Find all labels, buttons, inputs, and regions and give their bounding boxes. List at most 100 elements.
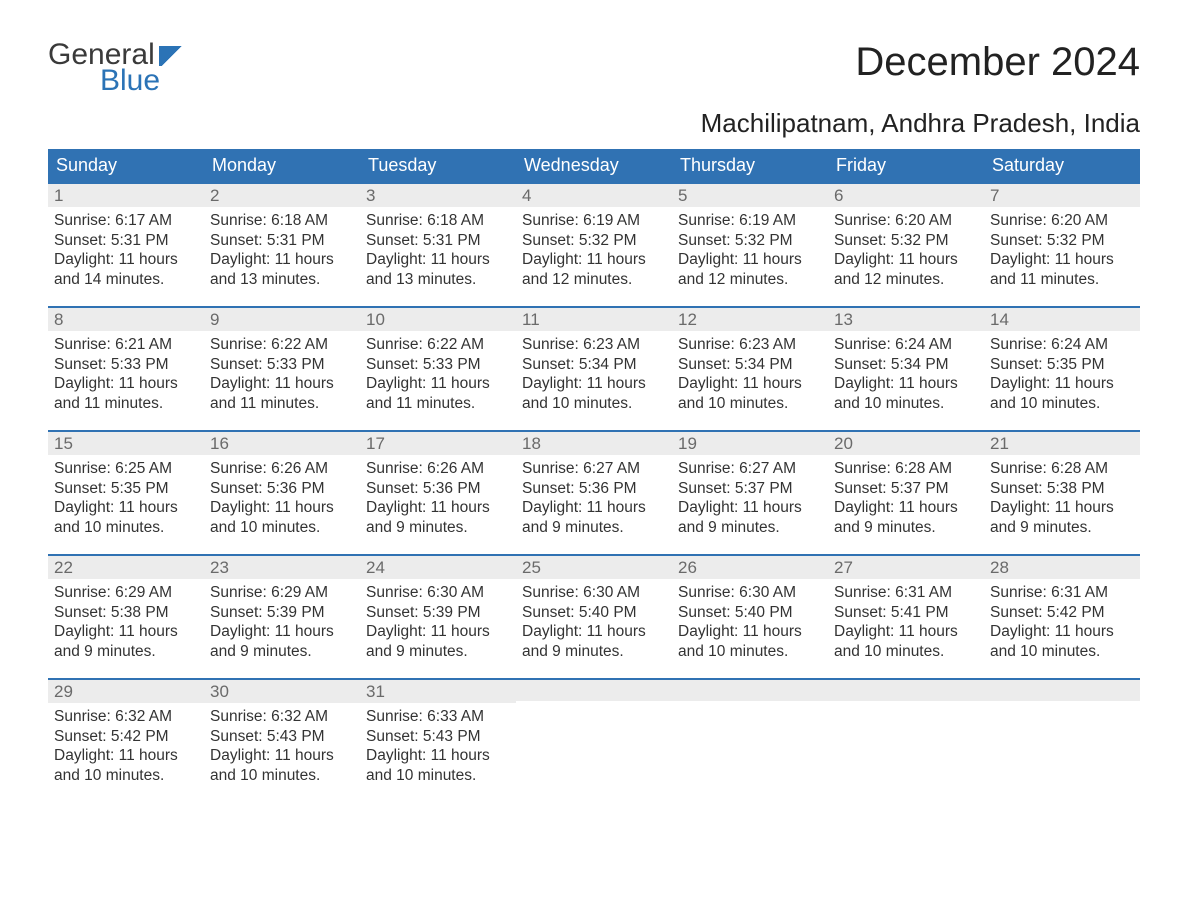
sunrise-line: Sunrise: 6:32 AM	[210, 707, 354, 726]
daylight-line: Daylight: 11 hours and 10 minutes.	[522, 374, 666, 413]
daylight-line: Daylight: 11 hours and 10 minutes.	[54, 746, 198, 785]
daylight-line: Daylight: 11 hours and 11 minutes.	[990, 250, 1134, 289]
day-cell: 22Sunrise: 6:29 AMSunset: 5:38 PMDayligh…	[48, 556, 204, 678]
sunset-line: Sunset: 5:37 PM	[678, 479, 822, 498]
daylight-line: Daylight: 11 hours and 10 minutes.	[678, 374, 822, 413]
day-cell: 29Sunrise: 6:32 AMSunset: 5:42 PMDayligh…	[48, 680, 204, 802]
sunset-line: Sunset: 5:31 PM	[210, 231, 354, 250]
daylight-line: Daylight: 11 hours and 10 minutes.	[210, 498, 354, 537]
sunset-line: Sunset: 5:34 PM	[522, 355, 666, 374]
day-cell: 25Sunrise: 6:30 AMSunset: 5:40 PMDayligh…	[516, 556, 672, 678]
sunset-line: Sunset: 5:43 PM	[366, 727, 510, 746]
sunset-line: Sunset: 5:32 PM	[522, 231, 666, 250]
daylight-line: Daylight: 11 hours and 10 minutes.	[834, 374, 978, 413]
day-number: 11	[522, 310, 540, 329]
day-cell: 17 Sunrise: 6:26 AMSunset: 5:36 PMDayligh…	[360, 432, 516, 554]
sunrise-line: Sunrise: 6:20 AM	[834, 211, 978, 230]
day-number: 22	[54, 558, 73, 577]
sunrise-line: Sunrise: 6:17 AM	[54, 211, 198, 230]
day-number: 8	[54, 310, 63, 329]
sunset-line: Sunset: 5:39 PM	[366, 603, 510, 622]
day-cell: 18Sunrise: 6:27 AMSunset: 5:36 PMDayligh…	[516, 432, 672, 554]
day-number-row: 29	[48, 680, 204, 703]
sunrise-line: Sunrise: 6:26 AM	[366, 459, 510, 478]
day-number-row: 12	[672, 308, 828, 331]
day-cell	[672, 680, 828, 802]
day-cell: 19Sunrise: 6:27 AMSunset: 5:37 PMDayligh…	[672, 432, 828, 554]
day-cell: 24Sunrise: 6:30 AMSunset: 5:39 PMDayligh…	[360, 556, 516, 678]
day-cell: 16Sunrise: 6:26 AMSunset: 5:36 PMDayligh…	[204, 432, 360, 554]
day-number: 9	[210, 310, 219, 329]
sunrise-line: Sunrise: 6:29 AM	[210, 583, 354, 602]
sunset-line: Sunset: 5:39 PM	[210, 603, 354, 622]
daylight-line: Daylight: 11 hours and 13 minutes.	[366, 250, 510, 289]
day-number: 26	[678, 558, 697, 577]
sunset-line: Sunset: 5:34 PM	[678, 355, 822, 374]
sunset-line: Sunset: 5:31 PM	[366, 231, 510, 250]
day-number-row: 11	[516, 308, 672, 331]
day-cell: 6Sunrise: 6:20 AMSunset: 5:32 PMDaylight…	[828, 184, 984, 306]
sunset-line: Sunset: 5:36 PM	[366, 479, 510, 498]
day-number: 29	[54, 682, 73, 701]
day-number: 21	[990, 434, 1009, 453]
daylight-line: Daylight: 11 hours and 11 minutes.	[54, 374, 198, 413]
daylight-line: Daylight: 11 hours and 9 minutes.	[54, 622, 198, 661]
sunrise-line: Sunrise: 6:22 AM	[366, 335, 510, 354]
day-number: 30	[210, 682, 229, 701]
daylight-line: Daylight: 11 hours and 9 minutes.	[522, 622, 666, 661]
daylight-line: Daylight: 11 hours and 12 minutes.	[678, 250, 822, 289]
day-number: 17	[366, 434, 385, 453]
day-number-row: 25	[516, 556, 672, 579]
day-number-row: 3	[360, 184, 516, 207]
daylight-line: Daylight: 11 hours and 9 minutes.	[990, 498, 1134, 537]
sunrise-line: Sunrise: 6:28 AM	[990, 459, 1134, 478]
weekday-header: Tuesday	[360, 149, 516, 182]
weekday-header: Monday	[204, 149, 360, 182]
sunset-line: Sunset: 5:42 PM	[990, 603, 1134, 622]
daylight-line: Daylight: 11 hours and 12 minutes.	[522, 250, 666, 289]
sunrise-line: Sunrise: 6:32 AM	[54, 707, 198, 726]
day-number-row: 26	[672, 556, 828, 579]
week-row: 22Sunrise: 6:29 AMSunset: 5:38 PMDayligh…	[48, 554, 1140, 678]
week-row: 8Sunrise: 6:21 AMSunset: 5:33 PMDaylight…	[48, 306, 1140, 430]
day-number: 2	[210, 186, 219, 205]
brand-flag-icon	[159, 46, 185, 66]
day-cell: 8Sunrise: 6:21 AMSunset: 5:33 PMDaylight…	[48, 308, 204, 430]
day-number: 16	[210, 434, 229, 453]
day-number-row: 24	[360, 556, 516, 579]
daylight-line: Daylight: 11 hours and 9 minutes.	[834, 498, 978, 537]
sunrise-line: Sunrise: 6:23 AM	[522, 335, 666, 354]
sunrise-line: Sunrise: 6:21 AM	[54, 335, 198, 354]
day-number: 19	[678, 434, 697, 453]
day-number-row: 18	[516, 432, 672, 455]
day-number-row: 19	[672, 432, 828, 455]
day-number-row: 14	[984, 308, 1140, 331]
sunset-line: Sunset: 5:38 PM	[990, 479, 1134, 498]
title-block: December 2024	[855, 40, 1140, 85]
sunrise-line: Sunrise: 6:24 AM	[834, 335, 978, 354]
header: General Blue December 2024	[48, 40, 1140, 96]
sunrise-line: Sunrise: 6:22 AM	[210, 335, 354, 354]
day-number-row: 8	[48, 308, 204, 331]
day-number: 12	[678, 310, 697, 329]
sunrise-line: Sunrise: 6:26 AM	[210, 459, 354, 478]
day-cell	[984, 680, 1140, 802]
day-number-row: 23	[204, 556, 360, 579]
weekday-header: Saturday	[984, 149, 1140, 182]
sunrise-line: Sunrise: 6:30 AM	[366, 583, 510, 602]
day-number: 31	[366, 682, 385, 701]
sunset-line: Sunset: 5:34 PM	[834, 355, 978, 374]
day-number-row-empty	[516, 680, 672, 701]
sunrise-line: Sunrise: 6:19 AM	[678, 211, 822, 230]
day-cell: 11 Sunrise: 6:23 AMSunset: 5:34 PMDayligh…	[516, 308, 672, 430]
location-subtitle: Machilipatnam, Andhra Pradesh, India	[48, 108, 1140, 139]
daylight-line: Daylight: 11 hours and 9 minutes.	[366, 498, 510, 537]
daylight-line: Daylight: 11 hours and 10 minutes.	[366, 746, 510, 785]
sunset-line: Sunset: 5:41 PM	[834, 603, 978, 622]
day-cell: 15Sunrise: 6:25 AMSunset: 5:35 PMDayligh…	[48, 432, 204, 554]
weekday-header-row: SundayMondayTuesdayWednesdayThursdayFrid…	[48, 149, 1140, 182]
day-cell: 21 Sunrise: 6:28 AMSunset: 5:38 PMDayligh…	[984, 432, 1140, 554]
day-number-row: 15	[48, 432, 204, 455]
weekday-header: Friday	[828, 149, 984, 182]
sunset-line: Sunset: 5:37 PM	[834, 479, 978, 498]
